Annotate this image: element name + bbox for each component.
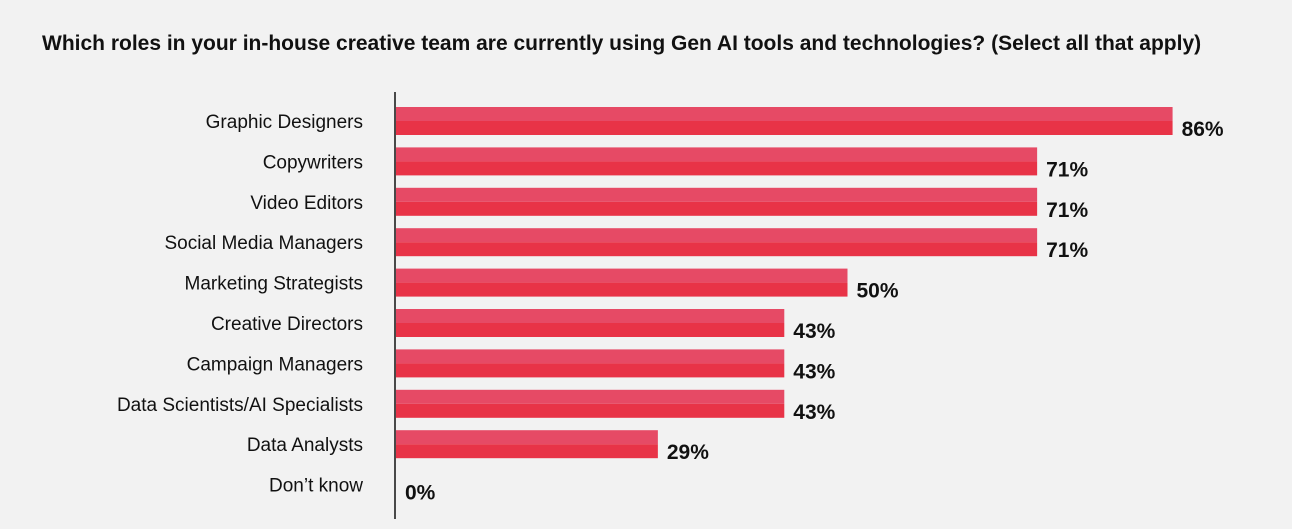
chart-title: Which roles in your in-house creative te… [42,32,1202,55]
category-label: Graphic Designers [206,112,363,133]
bar-top-half [396,107,1173,121]
category-label: Marketing Strategists [185,274,363,295]
bar-top-half [396,430,658,445]
category-label: Don’t know [269,476,363,497]
value-label: 0% [405,482,436,505]
bar [396,201,1038,216]
bar [396,323,785,337]
bar [396,363,785,378]
category-label: Social Media Managers [164,233,363,254]
category-label: Creative Directors [211,314,363,335]
value-label: 71% [1046,158,1088,181]
value-label: 43% [793,360,835,383]
bar [396,121,1173,135]
bar-top-half [396,228,1038,243]
category-label: Data Analysts [247,435,363,456]
bar-top-half [396,147,1038,162]
value-label: 43% [793,320,835,343]
bar-top-half [396,349,785,364]
value-label: 29% [667,441,709,464]
category-label: Data Scientists/AI Specialists [117,395,363,416]
bar-top-half [396,309,785,323]
bar [396,242,1038,257]
category-label: Campaign Managers [187,354,363,375]
bar [396,444,658,459]
category-label: Copywriters [263,152,363,173]
value-label: 50% [857,280,899,303]
value-label: 86% [1182,118,1224,141]
category-label: Video Editors [250,193,363,214]
bar [396,403,785,418]
value-label: 71% [1046,199,1088,222]
bar-top-half [396,187,1038,202]
bar-top-half [396,389,785,404]
value-label: 43% [793,401,835,424]
value-label: 71% [1046,239,1088,262]
bar [396,282,848,297]
bar [396,161,1038,176]
bar-top-half [396,268,848,283]
